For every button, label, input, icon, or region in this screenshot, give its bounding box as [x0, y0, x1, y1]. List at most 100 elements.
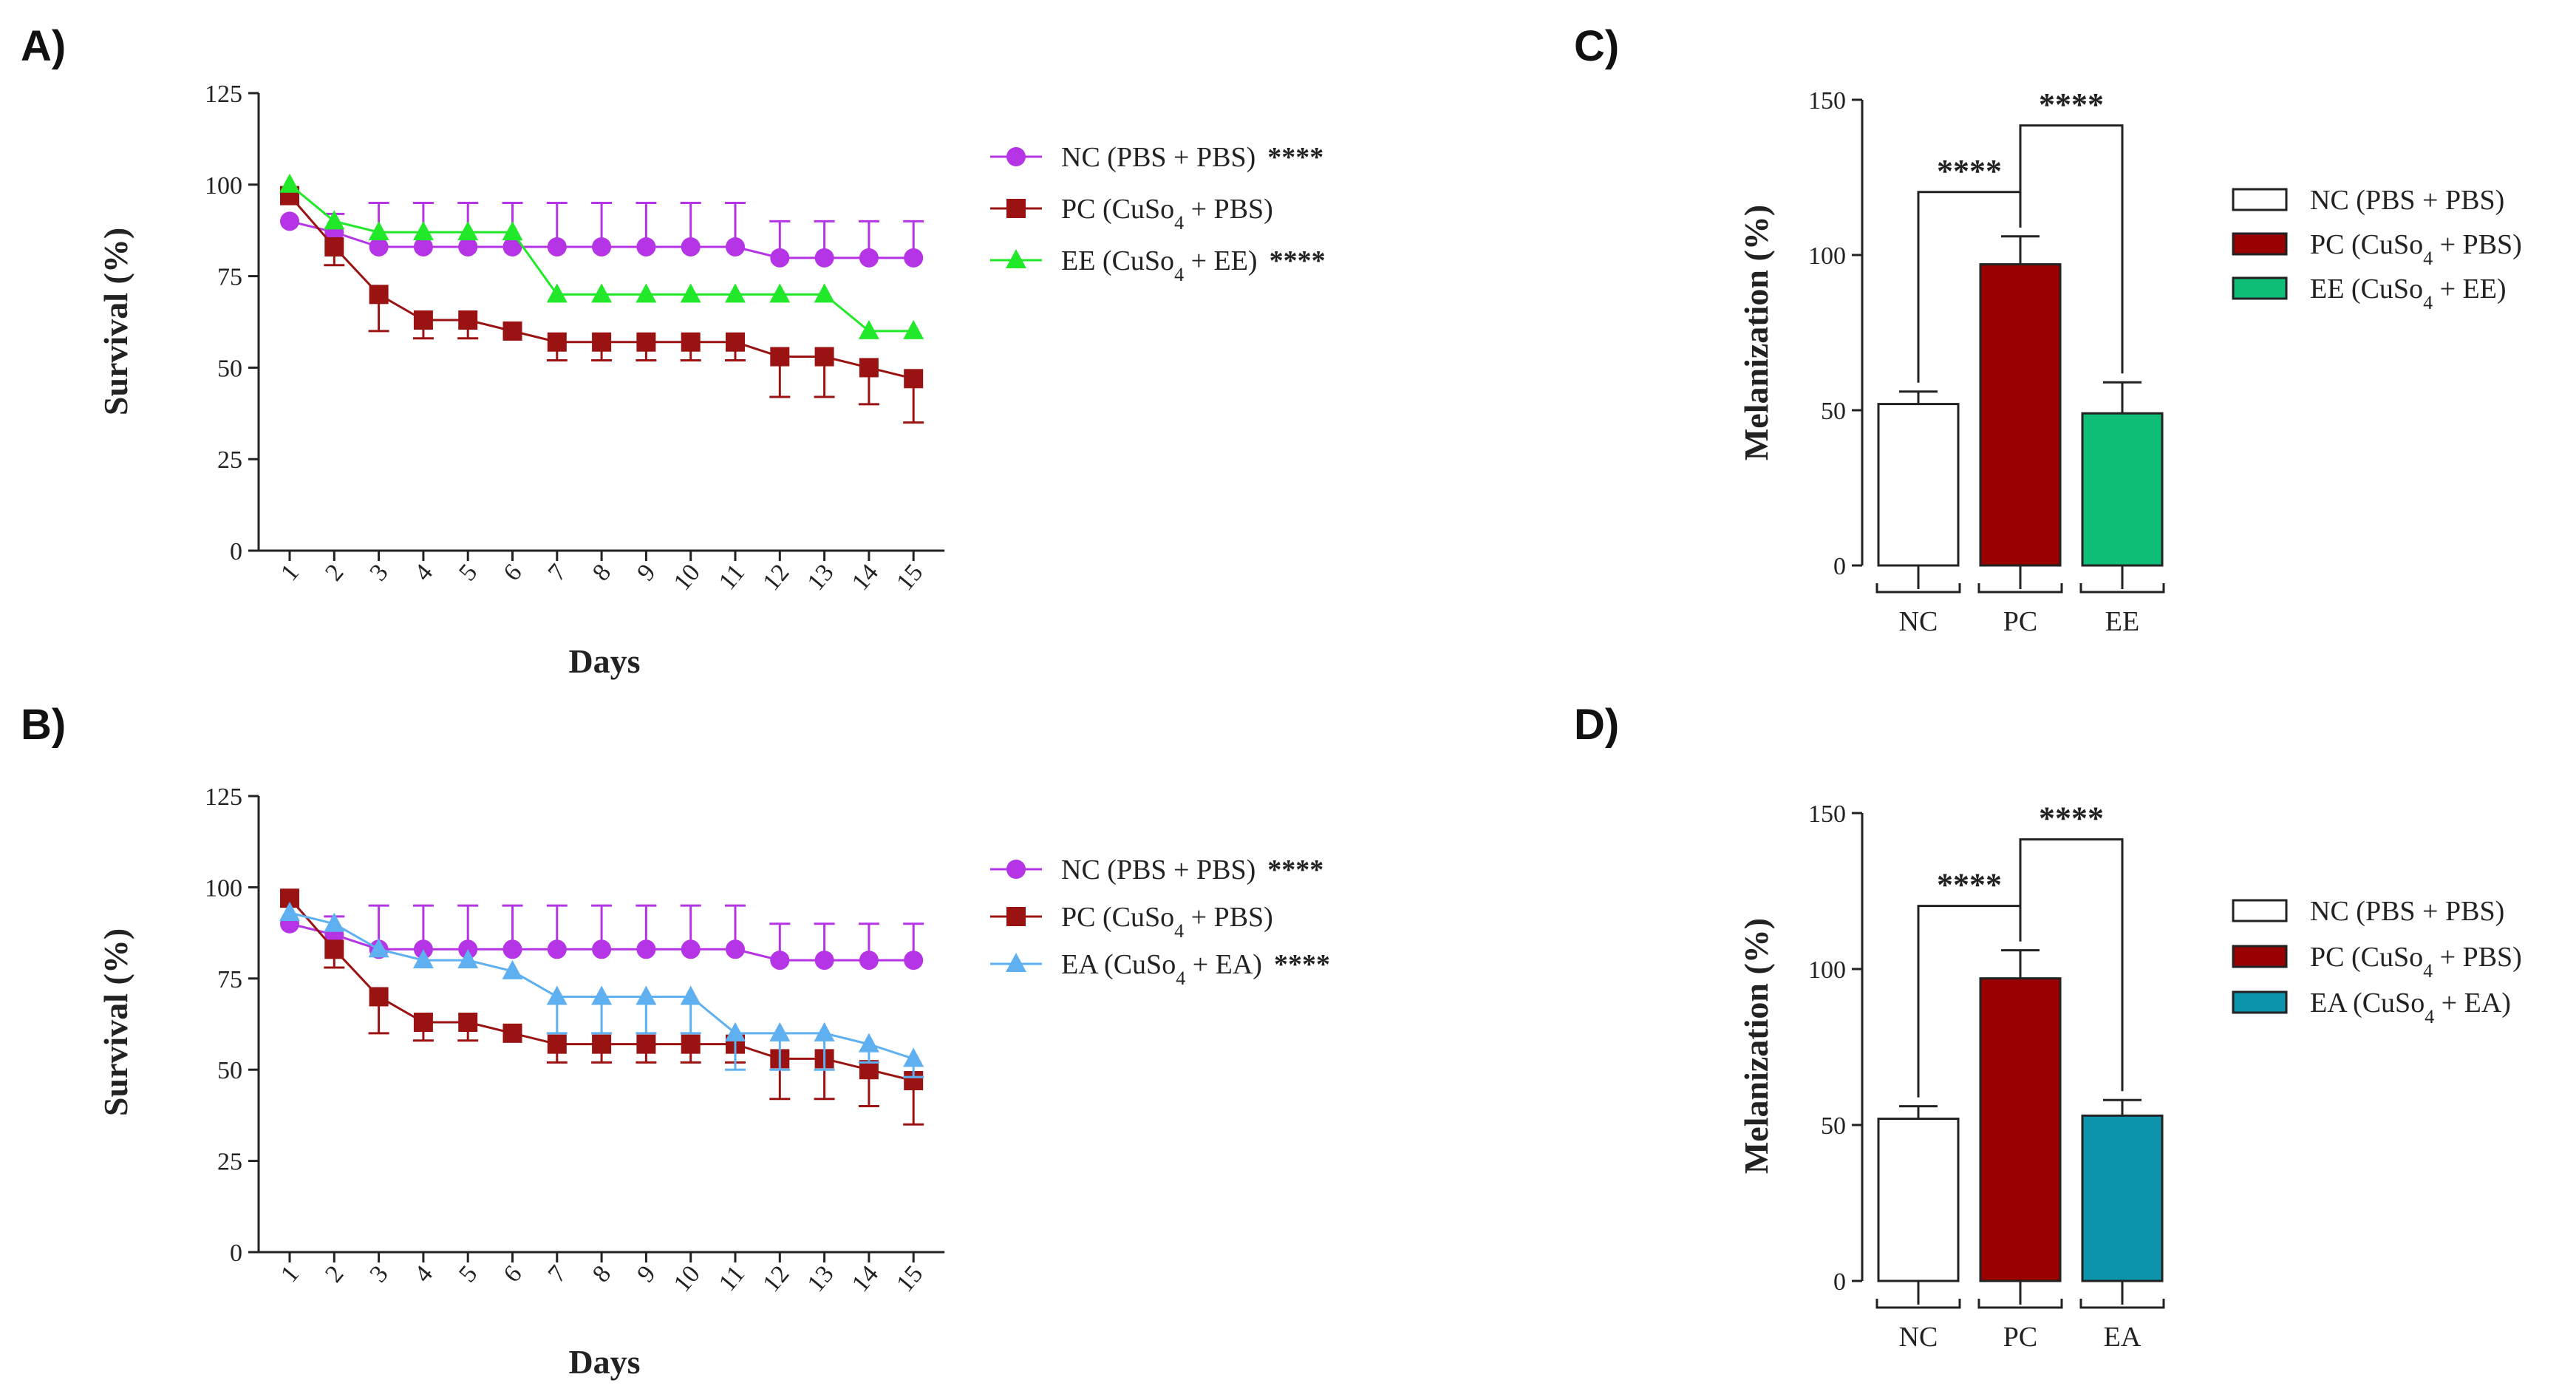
- x-tick-label: 4: [409, 559, 438, 586]
- legend-label-text: EA (CuSo: [2310, 988, 2425, 1019]
- point-ea: [858, 1033, 879, 1053]
- legend-label-text: NC (PBS + PBS): [1061, 142, 1255, 173]
- y-axis-title-b: Survival (%): [97, 928, 134, 1116]
- x-tick-label: 3: [364, 559, 393, 586]
- point-ea: [814, 1022, 835, 1041]
- category-label: PC: [2003, 1322, 2037, 1353]
- legend-d: NC (PBS + PBS)PC (CuSo4 + PBS)EA (CuSo4 …: [2232, 896, 2522, 1027]
- legend-label-text: EA (CuSo: [1061, 949, 1176, 980]
- legend-swatch: [2232, 945, 2288, 968]
- legend-label-pc: PC (CuSo4 + PBS): [1061, 194, 1273, 234]
- legend-swatch: [2232, 276, 2288, 300]
- y-tick-label: 100: [205, 874, 242, 902]
- x-tick-label: 14: [847, 1260, 884, 1297]
- point-nc: [636, 237, 656, 256]
- panel-label-c: C): [1574, 22, 1619, 70]
- x-tick-label: 6: [498, 1260, 527, 1288]
- point-nc: [502, 237, 522, 256]
- point-pc: [636, 1034, 656, 1054]
- point-ea: [502, 959, 523, 979]
- x-tick-label: 5: [454, 1260, 483, 1288]
- category-bracket: [1977, 1299, 2063, 1309]
- legend-label: NC (PBS + PBS): [2310, 896, 2504, 927]
- point-nc: [592, 237, 612, 256]
- point-ea: [324, 912, 345, 932]
- legend-label-text: EE (CuSo: [2310, 273, 2423, 305]
- x-tick-label: 11: [714, 1260, 750, 1296]
- category-bracket: [1875, 583, 1961, 594]
- y-tick-label: 50: [1821, 1112, 1846, 1140]
- point-pc: [502, 1023, 522, 1043]
- point-pc: [413, 310, 433, 330]
- y-tick-label: 150: [1808, 801, 1846, 828]
- point-pc: [636, 332, 656, 352]
- x-tick-label: 14: [847, 559, 884, 596]
- panel-label-b: B): [21, 701, 66, 749]
- point-pc: [904, 369, 924, 389]
- bar-nc: [1877, 1118, 1960, 1282]
- x-tick-label: 9: [632, 1260, 661, 1288]
- y-tick-label: 0: [1833, 1268, 1846, 1296]
- point-ee: [412, 221, 434, 241]
- legend-label-tail: + PBS): [2433, 229, 2522, 260]
- point-pc: [369, 987, 389, 1007]
- point-ea: [725, 1022, 746, 1041]
- x-axis-title-b: Days: [568, 1343, 640, 1381]
- legend-significance: ****: [1267, 142, 1323, 173]
- point-ee: [814, 283, 835, 303]
- significance-bracket: [2019, 838, 2124, 1092]
- point-pc: [859, 358, 879, 378]
- legend-label: NC (PBS + PBS): [2310, 185, 2504, 216]
- point-ee: [680, 283, 701, 303]
- legend-label-subscript: 4: [2423, 292, 2433, 313]
- significance-label: ****: [2039, 801, 2104, 837]
- legend-label-tail: + EA): [2434, 988, 2511, 1019]
- legend-label-text: NC (PBS + PBS): [2310, 896, 2504, 927]
- legend-label-tail: + EA): [1185, 949, 1262, 980]
- legend-label: EE (CuSo4 + EE): [2310, 273, 2507, 313]
- legend-significance: ****: [1267, 854, 1323, 886]
- panel-label-d: D): [1574, 701, 1619, 749]
- point-ea: [591, 985, 613, 1005]
- y-tick-label: 50: [1821, 398, 1846, 425]
- point-ee: [324, 210, 345, 230]
- panel-label-a: A): [21, 22, 66, 70]
- legend-label-tail: + PBS): [1184, 194, 1273, 225]
- x-tick-label: 12: [757, 559, 794, 596]
- point-pc: [324, 939, 344, 959]
- point-pc: [324, 237, 344, 256]
- x-tick-label: 15: [891, 1260, 928, 1297]
- significance-bracket: [2019, 124, 2124, 374]
- legend-label-subscript: 4: [2425, 1006, 2434, 1027]
- point-pc: [726, 332, 745, 352]
- point-ee: [858, 319, 879, 339]
- legend-label-ea: EA (CuSo4 + EA) ****: [1061, 949, 1330, 989]
- point-ea: [279, 901, 300, 921]
- point-pc: [413, 1013, 433, 1033]
- category-label: EE: [2105, 606, 2139, 637]
- point-ea: [903, 1047, 924, 1067]
- bar-ea: [2081, 1114, 2164, 1282]
- point-ee: [636, 283, 657, 303]
- y-axis-title-d: Melanization (%): [1737, 918, 1775, 1174]
- point-nc: [681, 237, 701, 256]
- x-tick-label: 7: [543, 1260, 572, 1288]
- point-nc: [726, 237, 745, 256]
- y-tick-label: 125: [205, 81, 242, 108]
- y-tick-label: 0: [230, 538, 242, 565]
- legend-label-subscript: 4: [1174, 212, 1184, 234]
- legend-label-text: EE (CuSo: [1061, 245, 1174, 276]
- series-nc: [280, 904, 924, 971]
- point-ea: [368, 938, 389, 958]
- point-nc: [413, 237, 433, 256]
- legend-label-nc: NC (PBS + PBS) ****: [1061, 854, 1323, 886]
- category-label: NC: [1899, 1322, 1938, 1353]
- legend-label: PC (CuSo4 + PBS): [2310, 229, 2522, 269]
- category-label: EA: [2104, 1322, 2141, 1353]
- point-pc: [458, 1013, 478, 1033]
- series-ea: [279, 901, 924, 1078]
- category-bracket: [1875, 1299, 1961, 1309]
